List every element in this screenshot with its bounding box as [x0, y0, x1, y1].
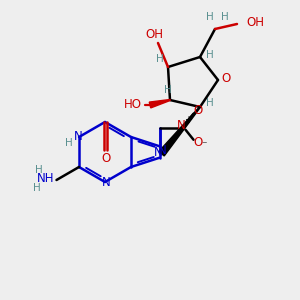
Text: H: H	[206, 12, 214, 22]
Text: N: N	[102, 176, 110, 190]
Text: OH: OH	[246, 16, 264, 28]
Text: O: O	[221, 71, 231, 85]
Text: H: H	[156, 54, 164, 64]
Text: H: H	[206, 98, 214, 108]
Text: OH: OH	[145, 28, 163, 40]
Text: HO: HO	[124, 98, 142, 110]
Text: N: N	[158, 144, 167, 157]
Text: N: N	[154, 146, 163, 159]
Text: N: N	[74, 130, 82, 142]
Text: H: H	[206, 50, 214, 60]
Text: NH: NH	[37, 172, 55, 185]
Polygon shape	[159, 107, 200, 156]
Text: H: H	[33, 183, 41, 193]
Text: H: H	[164, 85, 172, 95]
Text: H: H	[65, 138, 73, 148]
Polygon shape	[149, 100, 170, 108]
Text: O: O	[101, 152, 111, 164]
Text: H: H	[34, 165, 42, 175]
Text: N: N	[177, 119, 186, 132]
Text: O: O	[193, 136, 202, 149]
Text: O: O	[193, 104, 202, 117]
Text: H: H	[221, 12, 229, 22]
Text: ⁻: ⁻	[202, 141, 207, 151]
Text: +: +	[184, 115, 193, 125]
